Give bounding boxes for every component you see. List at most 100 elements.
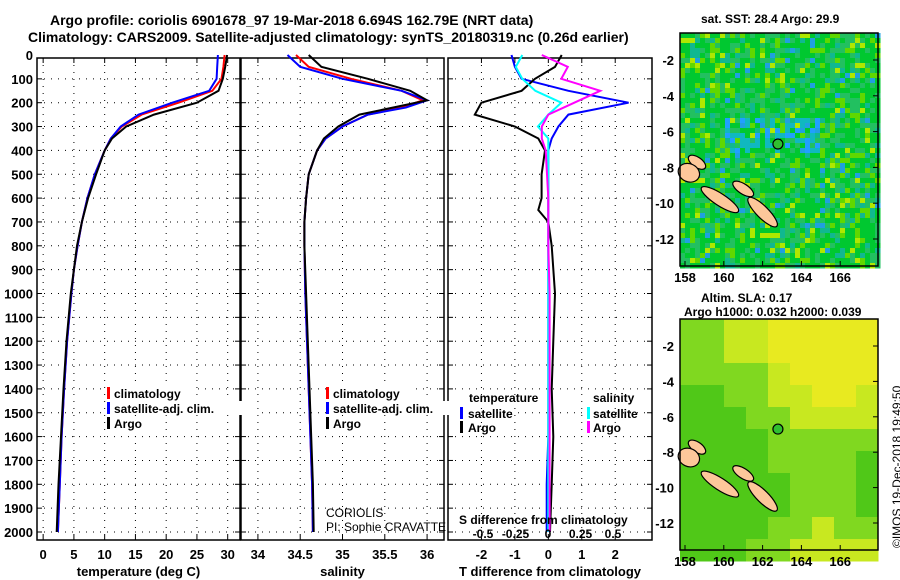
map-cell [775, 33, 781, 39]
map-cell [685, 213, 691, 219]
map-cell [755, 218, 761, 224]
map-cell [850, 193, 856, 199]
map-cell [825, 243, 831, 249]
map-cell [720, 33, 726, 39]
map-cell [840, 133, 846, 139]
x-tick-label: 0 [40, 547, 47, 562]
map-cell [845, 38, 851, 44]
map-cell [830, 223, 836, 229]
map-cell [850, 133, 856, 139]
map-cell [850, 138, 856, 144]
map-cell [850, 153, 856, 159]
map-cell [825, 228, 831, 234]
map-cell [845, 148, 851, 154]
map-cell [812, 473, 835, 496]
map-cell [815, 173, 821, 179]
map-cell [710, 253, 716, 259]
map-cell [845, 88, 851, 94]
map-cell [830, 53, 836, 59]
map-cell [865, 203, 871, 209]
y-tick-label: 200 [11, 96, 33, 111]
map-cell [830, 198, 836, 204]
map-cell [870, 128, 876, 134]
map-cell [815, 138, 821, 144]
map-cell [750, 73, 756, 79]
map-cell [780, 68, 786, 74]
map-cell [830, 38, 836, 44]
map-cell [834, 429, 857, 452]
map-cell [815, 133, 821, 139]
map-cell [860, 218, 866, 224]
map-cell [815, 158, 821, 164]
map-cell [810, 73, 816, 79]
map-cell [770, 58, 776, 64]
map-cell [705, 178, 711, 184]
map-cell [710, 138, 716, 144]
map-cell [805, 228, 811, 234]
map-cell [720, 228, 726, 234]
map-cell [856, 385, 879, 408]
map-cell [755, 83, 761, 89]
map-cell [725, 68, 731, 74]
legend-swatch [587, 421, 590, 433]
map-cell [775, 43, 781, 49]
map-cell [700, 63, 706, 69]
map-cell [690, 218, 696, 224]
map-cell [745, 68, 751, 74]
map-cell [715, 133, 721, 139]
map-cell [680, 78, 686, 84]
map-cell [840, 188, 846, 194]
map-cell [745, 163, 751, 169]
map-cell [775, 148, 781, 154]
map-cell [850, 253, 856, 259]
map-cell [870, 158, 876, 164]
map-cell [780, 238, 786, 244]
map-cell [680, 218, 686, 224]
map-cell [790, 218, 796, 224]
map-cell [785, 173, 791, 179]
map-cell [820, 153, 826, 159]
map-cell [770, 198, 776, 204]
map-cell [805, 113, 811, 119]
map-cell [770, 233, 776, 239]
map-y-tick-label: -8 [662, 445, 674, 460]
map-cell [735, 238, 741, 244]
map-cell [855, 243, 861, 249]
map-cell [735, 48, 741, 54]
map-cell [700, 178, 706, 184]
map-title: Altim. SLA: 0.17 [701, 291, 793, 305]
x-tick-label: 10 [97, 547, 111, 562]
x-tick-label: 20 [159, 547, 173, 562]
map-cell [865, 173, 871, 179]
map-cell [790, 168, 796, 174]
map-cell [870, 223, 876, 229]
map-cell [795, 73, 801, 79]
map-cell [855, 33, 861, 39]
map-cell [735, 223, 741, 229]
map-cell [705, 198, 711, 204]
map-cell [715, 238, 721, 244]
map-cell [865, 218, 871, 224]
map-cell [720, 128, 726, 134]
map-cell [705, 233, 711, 239]
map-cell [840, 43, 846, 49]
map-cell [765, 258, 771, 264]
map-cell [820, 58, 826, 64]
map-cell [810, 173, 816, 179]
map-cell [740, 238, 746, 244]
map-cell [870, 43, 876, 49]
map-cell [740, 68, 746, 74]
map-cell [855, 188, 861, 194]
map-cell [865, 33, 871, 39]
map-cell [760, 253, 766, 259]
map-cell [685, 198, 691, 204]
map-cell [700, 218, 706, 224]
map-cell [785, 178, 791, 184]
map-cell [870, 73, 876, 79]
map-cell [705, 63, 711, 69]
map-cell [705, 83, 711, 89]
map-cell [810, 238, 816, 244]
map-cell [800, 243, 806, 249]
map-cell [765, 178, 771, 184]
map-cell [860, 188, 866, 194]
